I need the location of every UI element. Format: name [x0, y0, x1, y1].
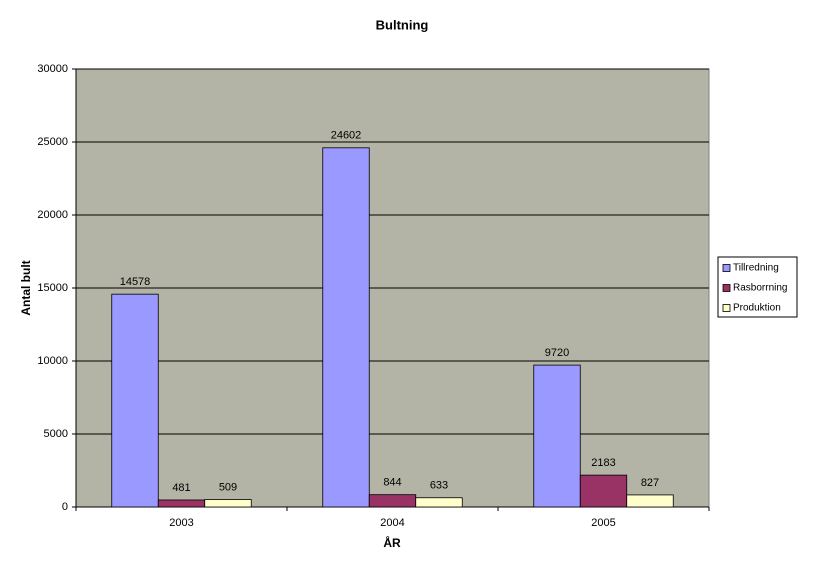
y-axis-title: Antal bult: [19, 260, 33, 315]
y-tick-label: 20000: [37, 209, 68, 221]
bar: [111, 293, 159, 508]
legend-label: Tillredning: [733, 263, 779, 274]
data-label: 844: [383, 477, 401, 489]
bar: [626, 494, 674, 508]
bar: [579, 474, 628, 508]
data-label: 481: [172, 482, 190, 494]
y-tick-label: 10000: [37, 355, 68, 367]
y-tick-label: 5000: [44, 428, 68, 440]
bar: [533, 364, 581, 508]
legend-swatch: [722, 284, 731, 292]
y-tick-label: 25000: [37, 136, 68, 148]
legend-label: Produktion: [733, 303, 781, 314]
data-label: 827: [641, 477, 659, 489]
y-tick-label: 15000: [37, 282, 68, 294]
x-tick-label: 2003: [169, 517, 193, 529]
y-tick-label: 30000: [37, 63, 68, 75]
data-label: 24602: [331, 130, 362, 142]
data-label: 633: [430, 480, 448, 492]
data-label: 9720: [545, 347, 569, 359]
data-label: 2183: [591, 457, 615, 469]
x-tick-label: 2004: [380, 517, 404, 529]
chart-title: Bultning: [376, 17, 429, 32]
data-label: 509: [219, 481, 237, 493]
legend-box: [717, 256, 798, 318]
bar: [157, 499, 206, 508]
bar: [322, 147, 370, 508]
legend-swatch: [722, 304, 731, 312]
x-axis-title: ÅR: [383, 535, 401, 550]
x-tick-label: 2005: [591, 517, 615, 529]
legend-label: Rasborrning: [733, 283, 787, 294]
bar: [415, 497, 463, 508]
bar: [368, 494, 417, 508]
bar: [204, 499, 252, 508]
y-tick-label: 0: [62, 501, 68, 513]
data-label: 14578: [120, 276, 151, 288]
legend-swatch: [722, 264, 731, 272]
